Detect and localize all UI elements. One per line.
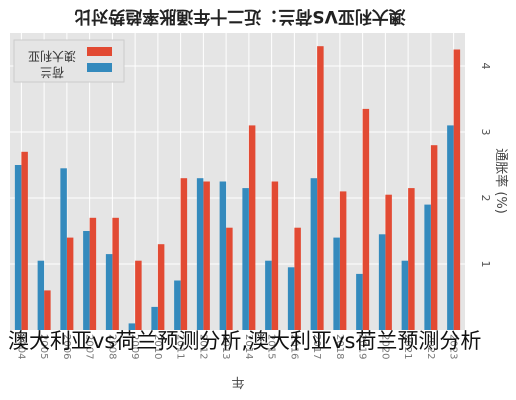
bar-netherlands bbox=[447, 125, 454, 331]
bar-australia bbox=[339, 191, 347, 330]
y-axis-label: 通胀率 (%) bbox=[493, 148, 509, 214]
bar-netherlands bbox=[333, 237, 340, 330]
x-tick-label: 2006 bbox=[61, 334, 72, 359]
labels: 1 2 3 4 2004 2005 2006 2007 2008 2009 2010 2011 2012… bbox=[15, 6, 509, 389]
bar-australia bbox=[226, 227, 233, 330]
bar-netherlands bbox=[287, 267, 295, 330]
bar-australia bbox=[317, 46, 324, 330]
bar-australia bbox=[271, 181, 279, 330]
x-tick-label: 2015 bbox=[266, 334, 277, 359]
x-tick-label: 2021 bbox=[402, 334, 413, 359]
x-tick-label: 2018 bbox=[334, 334, 345, 359]
bar-australia bbox=[294, 227, 301, 330]
bar-australia bbox=[430, 145, 438, 330]
x-tick-label: 2023 bbox=[448, 334, 459, 359]
bar-australia bbox=[203, 181, 210, 330]
bar-australia bbox=[180, 178, 188, 330]
legend-label: 澳大利亚 bbox=[28, 49, 76, 63]
legend-swatch bbox=[87, 63, 112, 72]
bar-netherlands bbox=[105, 254, 113, 330]
chart-title: 澳大利亚VS荷兰：近二十年通胀率趋势对比 bbox=[74, 6, 405, 27]
bar-australia bbox=[112, 217, 119, 330]
bar-netherlands bbox=[128, 323, 136, 330]
bar-australia bbox=[453, 49, 461, 330]
bar-australia bbox=[66, 237, 74, 330]
x-tick-label: 2010 bbox=[152, 334, 163, 359]
y-tick-label: 2 bbox=[479, 195, 492, 202]
bar-australia bbox=[21, 151, 28, 330]
bar-australia bbox=[408, 188, 415, 330]
bar-netherlands bbox=[310, 178, 318, 330]
bar-australia bbox=[89, 217, 97, 330]
x-tick-label: 2014 bbox=[243, 334, 254, 359]
legend-label: 荷兰 bbox=[40, 65, 64, 79]
x-tick-label: 2017 bbox=[311, 334, 322, 359]
x-tick-label: 2019 bbox=[357, 334, 368, 359]
y-tick-label: 1 bbox=[479, 261, 492, 268]
bar-netherlands bbox=[219, 181, 227, 330]
legend-swatch bbox=[87, 47, 112, 56]
x-tick-label: 2011 bbox=[175, 334, 186, 359]
bars bbox=[14, 46, 461, 331]
x-tick-label: 2012 bbox=[197, 334, 208, 359]
bar-australia bbox=[362, 108, 370, 331]
x-tick-label: 2004 bbox=[15, 334, 26, 359]
bar-australia bbox=[385, 194, 392, 330]
x-tick-label: 2013 bbox=[220, 334, 231, 359]
bar-netherlands bbox=[37, 260, 45, 330]
x-tick-label: 2009 bbox=[129, 334, 140, 359]
bar-australia bbox=[157, 244, 165, 330]
bar-australia bbox=[44, 290, 51, 330]
bar-netherlands bbox=[265, 260, 272, 330]
x-tick-label: 2007 bbox=[84, 334, 95, 359]
bar-netherlands bbox=[424, 204, 431, 330]
bar-netherlands bbox=[378, 234, 386, 330]
caption: 澳大利亚vs荷兰预测分析,澳大利亚vs荷兰预测分析 bbox=[8, 329, 482, 353]
y-tick-label: 3 bbox=[479, 129, 492, 136]
x-tick-label: 2008 bbox=[106, 334, 117, 359]
x-axis-label: 年 bbox=[231, 374, 244, 389]
bar-netherlands bbox=[151, 306, 158, 330]
bar-australia bbox=[248, 125, 256, 331]
x-tick-label: 2022 bbox=[425, 334, 436, 359]
bar-netherlands bbox=[401, 260, 409, 330]
x-tick-label: 2016 bbox=[288, 334, 299, 359]
bar-netherlands bbox=[60, 168, 67, 330]
x-tick-label: 2020 bbox=[379, 334, 390, 359]
bar-netherlands bbox=[242, 188, 249, 330]
bar-netherlands bbox=[356, 273, 363, 330]
x-tick-label: 2005 bbox=[38, 334, 49, 359]
y-tick-label: 4 bbox=[479, 63, 492, 70]
bar-australia bbox=[135, 260, 142, 330]
bar-netherlands bbox=[83, 231, 90, 330]
bar-netherlands bbox=[14, 165, 22, 330]
bar-netherlands bbox=[196, 178, 204, 330]
bar-netherlands bbox=[174, 280, 181, 330]
